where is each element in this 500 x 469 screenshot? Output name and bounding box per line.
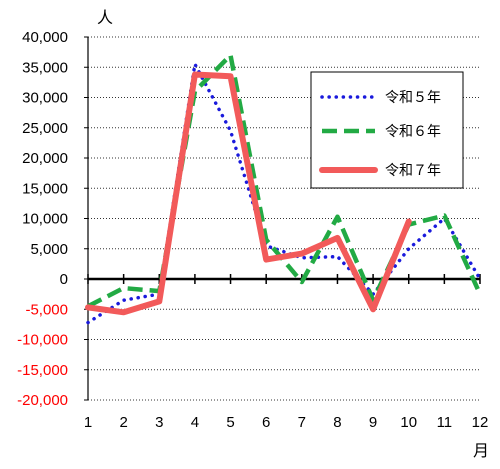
legend-label: 令和７年 (385, 163, 441, 179)
x-tick-label: 3 (155, 414, 163, 431)
legend-label: 令和６年 (385, 124, 441, 140)
y-tick-label: -15,000 (17, 362, 68, 379)
y-tick-label: 10,000 (22, 211, 68, 228)
grid-lines (88, 36, 480, 401)
x-tick-label: 2 (119, 414, 127, 431)
series-line (86, 62, 482, 325)
y-tick-label: 5,000 (30, 241, 68, 258)
y-tick-label: 15,000 (22, 180, 68, 197)
y-tick-label: 30,000 (22, 90, 68, 107)
x-tick-label: 4 (191, 414, 199, 431)
y-tick-label: -10,000 (17, 332, 68, 349)
series-line (86, 52, 483, 309)
series-line (85, 71, 412, 316)
y-tick-label: 40,000 (22, 29, 68, 46)
y-tick-label: 20,000 (22, 150, 68, 167)
y-tick-label: 25,000 (22, 120, 68, 137)
y-unit-label: 人 (97, 8, 113, 27)
x-tick-label: 8 (333, 414, 341, 431)
y-tick-label: 35,000 (22, 59, 68, 76)
x-tick-label: 9 (369, 414, 377, 431)
x-tick-label: 7 (298, 414, 306, 431)
y-tick-labels: 40,000 35,000 30,000 25,000 20,000 15,000 10,0… (17, 29, 68, 409)
axes (84, 36, 481, 401)
x-tick-label: 12 (472, 414, 489, 431)
y-tick-label: 0 (60, 271, 68, 288)
series-lines (85, 52, 483, 325)
x-unit-label: 月 (473, 441, 489, 460)
x-tick-labels: 1 2 3 4 5 6 7 8 9 10 11 12 (84, 414, 489, 431)
x-tick-label: 1 (84, 414, 92, 431)
legend-label: 令和５年 (385, 90, 441, 106)
x-tick-label: 11 (437, 414, 453, 431)
y-tick-label: -5,000 (25, 301, 68, 318)
y-tick-label: -20,000 (17, 392, 68, 409)
x-tick-label: 10 (400, 414, 417, 431)
x-tick-label: 5 (226, 414, 234, 431)
x-tick-label: 6 (262, 414, 270, 431)
